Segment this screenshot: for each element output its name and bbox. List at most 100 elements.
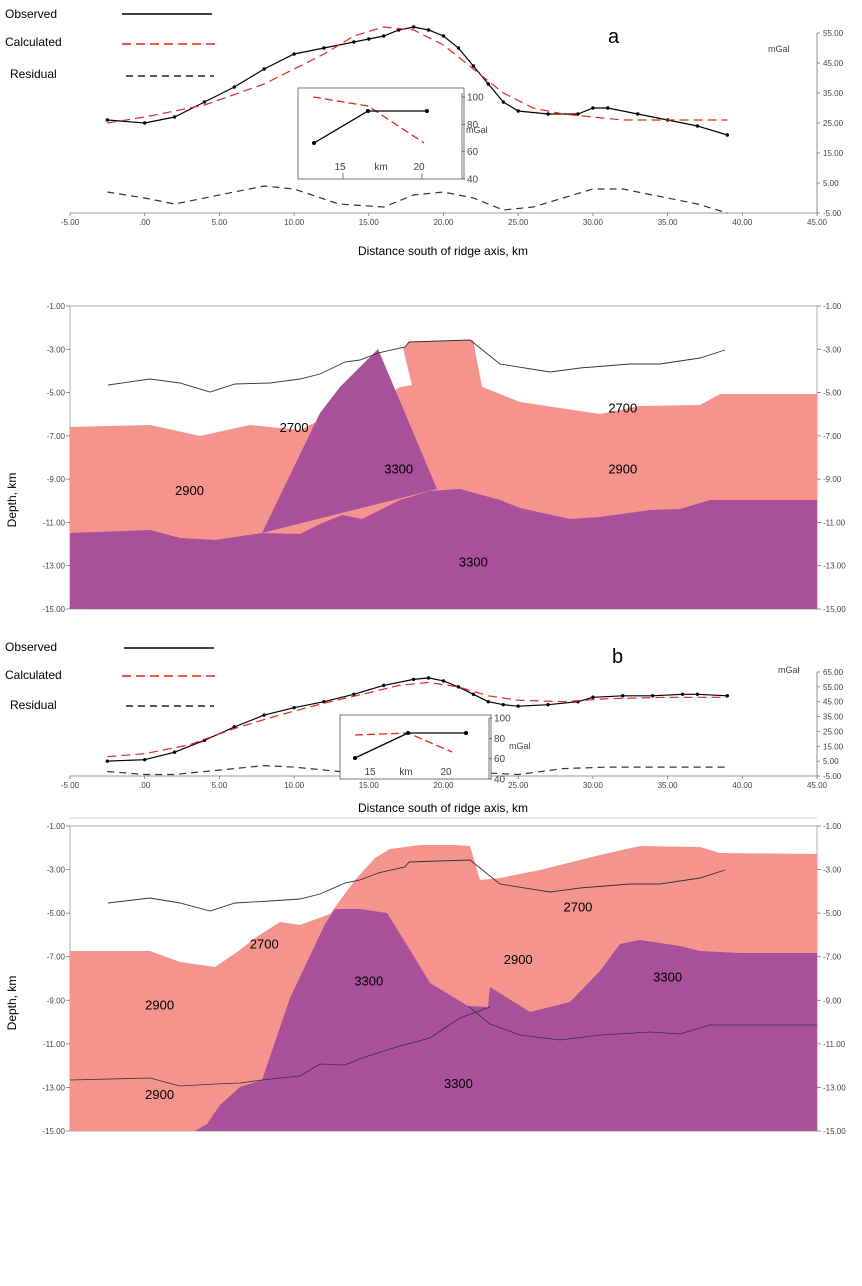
bm-ytick-right-label: -1.00 [823, 822, 842, 831]
bm-density-label: 2900 [145, 998, 174, 1013]
panel-b-model-body-labels: 2700 2700 2900 2900 3300 2900 3300 3300 [145, 900, 682, 1102]
am-density-label: 3300 [459, 554, 488, 569]
panel-a-inset-frame [297, 87, 465, 180]
b-xtick-label: 15.00 [359, 781, 380, 790]
a-xtick-label: 20.00 [433, 218, 454, 227]
am-ytick-right-label: -13.00 [823, 562, 846, 571]
panel-a-inset-xtick-km: km [374, 162, 387, 173]
panel-b-xlabel: Distance south of ridge axis, km [358, 801, 528, 815]
a-observed-point [471, 64, 476, 68]
bm-density-label: 2900 [145, 1087, 174, 1102]
b-observed-point [143, 757, 147, 762]
panel-b-inset-xtick-km: km [399, 767, 412, 778]
a-observed-point [232, 85, 237, 89]
b-inset-ytick-label: 80 [494, 734, 506, 745]
a-residual-line [107, 185, 728, 214]
panel-a-xlabel: Distance south of ridge axis, km [358, 244, 528, 258]
panel-a-inset-xtick-20: 20 [413, 162, 425, 173]
a-inset-ytick-label: 80 [467, 120, 479, 131]
a-observed-point [576, 112, 580, 116]
a-observed-point [456, 46, 461, 50]
panel-b-label: b [612, 646, 623, 668]
a-xtick-label: 15.00 [359, 218, 380, 227]
b-inset-ytick-label: 100 [494, 714, 511, 725]
legend-b-observed-label: Observed [5, 640, 57, 654]
bm-density-label: 3300 [444, 1076, 473, 1091]
legend-a-residual-label: Residual [10, 67, 57, 81]
panel-a-model-body-labels: 2700 2700 2900 3300 2900 3300 [175, 401, 637, 570]
a-inset-ytick-label: 60 [467, 147, 479, 158]
panel-a-inset-observed-point [366, 109, 370, 113]
b-xtick-label: 20.00 [433, 781, 454, 790]
panel-b-boundary-line [467, 1005, 817, 1041]
bm-ytick-left-label: -1.00 [47, 822, 66, 831]
panel-a-x-ticks: -5.00 .00 5.00 10.00 15.00 20.00 25.00 30.00 35.… [61, 213, 828, 227]
bm-ytick-left-label: -9.00 [47, 996, 66, 1005]
b-ytick-label: -5.00 [823, 772, 842, 781]
panel-a-model-ylabel: Depth, km [5, 473, 19, 528]
b-xtick-label: 30.00 [583, 781, 604, 790]
b-observed-point [501, 702, 505, 707]
panel-a-label: a [608, 26, 620, 48]
am-ytick-left-label: -9.00 [47, 475, 66, 484]
panel-a-model: -1.00 -1.00 -3.00 -3.00 -5.00 -5.00 -7.00 -7.00… [5, 302, 846, 614]
a-xtick-label: 5.00 [212, 218, 228, 227]
a-ytick-label: 35.00 [823, 89, 844, 98]
bm-ytick-right-label: -13.00 [823, 1083, 846, 1092]
a-observed-point [322, 46, 326, 50]
b-observed-point [516, 704, 520, 708]
a-ytick-label: 25.00 [823, 119, 844, 128]
panel-a-inset: 40 60 80 100 mGal 15 km 20 [297, 87, 488, 186]
b-observed-point [426, 676, 431, 680]
bm-ytick-right-label: -9.00 [823, 996, 842, 1005]
b-observed-point [382, 683, 386, 688]
bm-ytick-right-label: -3.00 [823, 866, 842, 875]
b-observed-point [292, 705, 296, 710]
b-observed-point [262, 713, 266, 717]
panel-a-inset-calculated-line [312, 96, 425, 144]
b-ytick-label: 55.00 [823, 683, 844, 692]
am-ytick-right-label: -3.00 [823, 345, 842, 354]
panel-b-inset-observed-point [353, 756, 357, 760]
am-ytick-right-label: -9.00 [823, 475, 842, 484]
a-observed-point [262, 67, 266, 71]
a-xtick-label: -5.00 [61, 218, 80, 227]
bm-density-label: 2700 [563, 900, 592, 915]
b-inset-ytick-label: 60 [494, 754, 506, 765]
bm-ytick-left-label: -3.00 [47, 866, 66, 875]
b-inset-ytick-label: 40 [494, 775, 506, 786]
bm-ytick-right-label: -15.00 [823, 1127, 846, 1136]
am-density-label: 2900 [608, 461, 637, 476]
panel-b-inset: 40 60 80 100 mGal 15 km 20 [339, 714, 531, 786]
legend-a-observed-label: Observed [5, 7, 57, 21]
bm-ytick-left-label: -5.00 [47, 909, 66, 918]
a-observed-point [382, 34, 386, 38]
b-xtick-label: 25.00 [508, 781, 529, 790]
am-ytick-right-label: -11.00 [823, 518, 846, 527]
panel-b-model-ticks: -1.00 -1.00 -3.00 -3.00 -5.00 -5.00 -7.00 -7.00… [42, 822, 846, 1136]
panel-a-inset-observed-point [425, 109, 429, 113]
panel-a-series [105, 25, 730, 214]
a-xtick-label: 40.00 [732, 218, 753, 227]
b-observed-point [591, 695, 595, 699]
b-ytick-label: 65.00 [823, 668, 844, 677]
am-ytick-right-label: -5.00 [823, 389, 842, 398]
a-inset-ytick-label: 100 [467, 93, 484, 104]
b-xtick-label: 45.00 [807, 781, 828, 790]
panel-b-inset-ylabel: mGal [509, 741, 531, 751]
b-xtick-label: .00 [139, 781, 151, 790]
a-ytick-label: 45.00 [823, 59, 844, 68]
b-observed-point [680, 692, 685, 696]
a-ytick-label: -5.00 [823, 209, 842, 218]
legend-a-calculated-label: Calculated [5, 35, 62, 49]
panel-b-inset-observed-point [464, 731, 468, 735]
a-observed-point [352, 40, 356, 44]
panel-b-inset-ticks: 40 60 80 100 [489, 714, 511, 786]
panel-b-boundary-line [69, 1006, 491, 1087]
b-xtick-label: -5.00 [61, 781, 80, 790]
b-calculated-line [107, 681, 728, 758]
bm-density-label: 3300 [653, 969, 682, 984]
a-observed-point [501, 100, 505, 104]
panel-b-inset-xtick-20: 20 [440, 767, 452, 778]
a-observed-point [292, 52, 296, 56]
